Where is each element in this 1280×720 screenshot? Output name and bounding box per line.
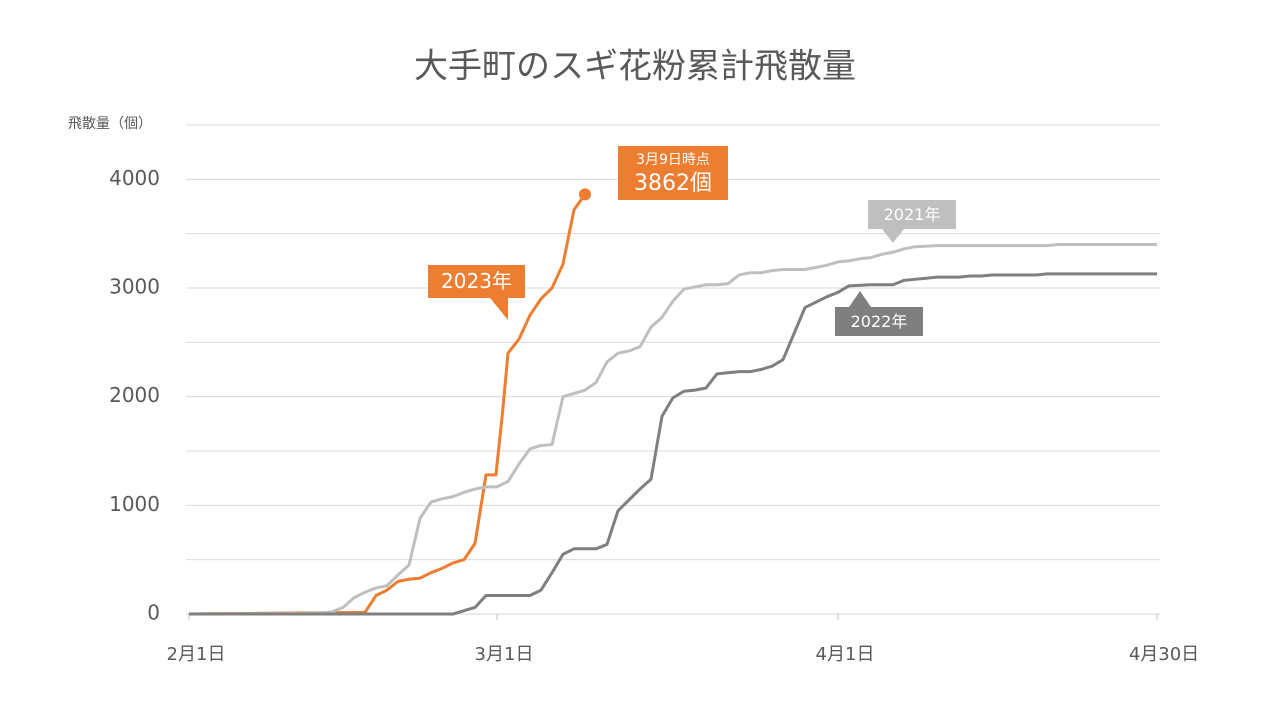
legend-label: 2022年 (851, 312, 908, 331)
annotation: 3月9日時点 (636, 152, 710, 168)
callout-pointer (849, 291, 871, 307)
line (189, 272, 1157, 616)
callout-pointer (490, 298, 508, 320)
x-tick-label: 4月30日 (1129, 644, 1199, 665)
y-tick-label: 2000 (109, 383, 160, 407)
y-tick-label: 3000 (109, 275, 160, 299)
x-tick-label: 4月1日 (816, 644, 875, 665)
callout-box (428, 265, 525, 298)
y-tick-label: 4000 (109, 166, 160, 190)
y-tick-label: 1000 (109, 492, 160, 516)
callout-box (835, 307, 923, 336)
annotation: 3862個 (634, 171, 712, 196)
legend-label: 2023年 (441, 269, 512, 293)
callout-box (868, 200, 956, 229)
y-axis-label: 飛散量（個） (68, 116, 152, 132)
callout-pointer (882, 229, 904, 243)
x-tick-label: 2月1日 (167, 644, 226, 665)
legend-label: 2021年 (884, 205, 941, 224)
y-tick-label: 0 (147, 601, 160, 625)
chart-title: 大手町のスギ花粉累計飛散量 (414, 47, 856, 87)
annotation-box (618, 146, 728, 200)
line (188, 243, 1157, 616)
x-tick-label: 3月1日 (475, 644, 534, 665)
end-point (579, 188, 591, 201)
line (188, 193, 587, 616)
